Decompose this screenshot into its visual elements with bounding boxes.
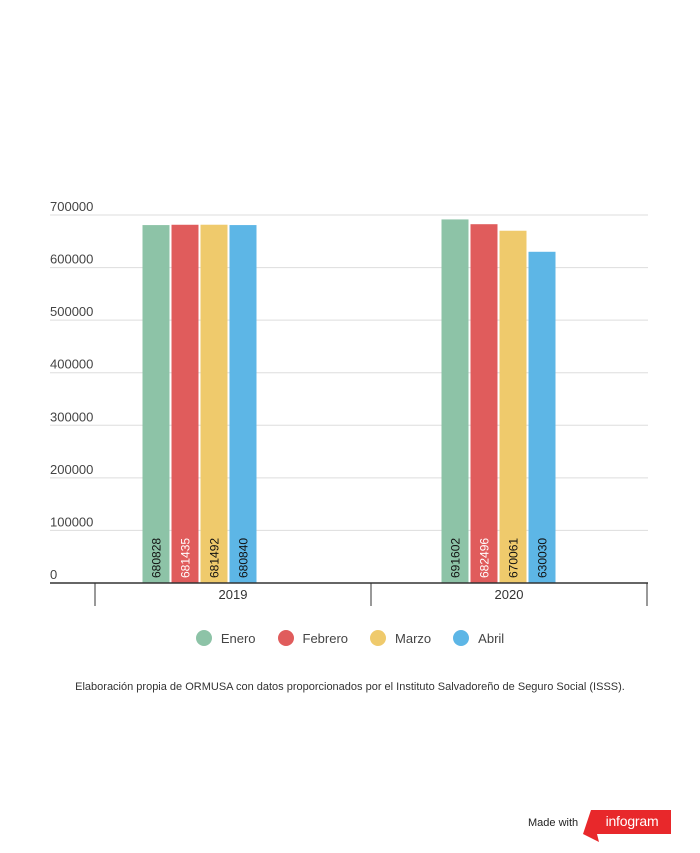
chart-legend: Enero Febrero Marzo Abril [0,630,700,646]
bar-value-label: 630030 [536,538,550,578]
legend-swatch [370,630,387,646]
bar-value-label: 670061 [507,538,521,578]
bar-value-label: 680840 [237,538,251,578]
legend-label: Enero [220,630,256,646]
legend-item[interactable]: Enero [190,630,262,646]
y-tick-label: 200000 [50,462,93,477]
bar-value-label: 682496 [478,538,492,578]
y-tick-label: 600000 [50,252,93,267]
bars: 680828 681435 681492 680840 691602 682496 6700… [142,219,556,584]
bar[interactable] [171,224,199,583]
legend-label: Marzo [395,630,432,646]
legend-swatch [195,630,212,646]
infogram-logo-text[interactable]: infogram [605,813,659,829]
legend-swatch [453,630,470,646]
bar[interactable] [528,251,556,583]
bar-value-label: 681435 [179,538,193,578]
made-with-label: Made with [528,817,579,829]
x-tick-label: 2019 [219,587,248,602]
grid-lines [50,214,648,531]
source-note: Elaboración propia de ORMUSA con datos p… [75,681,625,693]
legend-item[interactable]: Abril [447,630,510,646]
x-tick-label: 2020 [495,587,524,602]
y-tick-label: 400000 [50,357,93,372]
y-tick-label: 100000 [50,514,93,529]
bar-chart: 700000 600000 500000 400000 300000 200000 1000… [50,199,648,606]
bar[interactable] [470,224,498,584]
bar-value-label: 680828 [150,538,164,578]
bar-value-label: 691602 [449,538,463,578]
bar[interactable] [441,219,469,583]
legend-label: Febrero [302,630,349,646]
bar[interactable] [142,225,170,584]
bar[interactable] [200,224,228,583]
bar[interactable] [229,225,257,583]
y-axis-ticks: 700000 600000 500000 400000 300000 200000 1000… [50,199,93,582]
y-tick-label: 0 [50,567,57,582]
legend-label: Abril [478,630,505,646]
x-axis: 2019 2020 [50,582,648,606]
legend-swatch [277,630,294,646]
legend-item[interactable]: Marzo [364,630,437,646]
bar-value-label: 681492 [208,538,222,578]
legend-item[interactable]: Febrero [272,630,355,646]
bar[interactable] [499,230,527,583]
infogram-logo[interactable] [583,810,671,844]
y-tick-label: 500000 [50,304,93,319]
y-tick-label: 300000 [50,409,93,424]
y-tick-label: 700000 [50,199,93,214]
